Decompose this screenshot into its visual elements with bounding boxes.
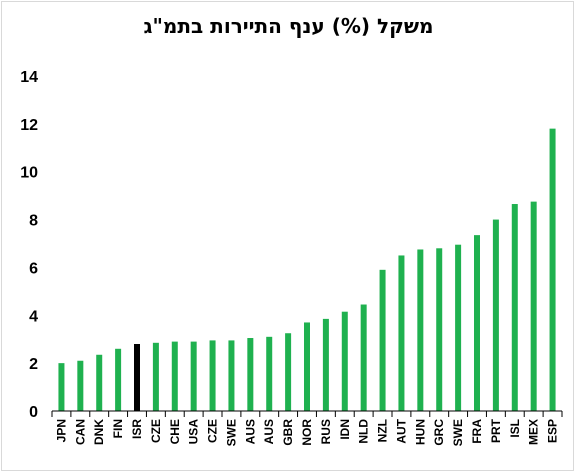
x-tick-label: CZE: [206, 419, 220, 443]
bars: [58, 128, 556, 412]
bar-swe: [455, 244, 462, 411]
bar-cze: [152, 342, 159, 411]
y-tick-label: 14: [20, 69, 38, 86]
bar-che: [171, 341, 178, 411]
x-tick-label: GBR: [281, 419, 295, 446]
x-tick-label: GRC: [432, 419, 446, 446]
y-tick-label: 10: [20, 165, 38, 182]
x-tick-label: ISL: [508, 419, 522, 438]
x-tick-label: FIN: [111, 419, 125, 438]
bar-aut: [398, 255, 405, 411]
x-tick-label: DNK: [92, 419, 106, 445]
x-tick-label: CZE: [149, 419, 163, 443]
bar-can: [77, 360, 84, 411]
x-tick-label: ESP: [546, 419, 560, 443]
bar-idn: [341, 311, 348, 411]
bar-aus: [266, 336, 273, 411]
bar-jpn: [58, 363, 65, 411]
x-tick-label: IDN: [338, 419, 352, 440]
x-tick-label: SWE: [224, 419, 238, 446]
y-tick-label: 4: [29, 308, 38, 325]
bar-grc: [436, 248, 443, 411]
bar-fin: [115, 348, 122, 411]
y-tick-label: 0: [29, 404, 38, 421]
y-tick-label: 2: [29, 356, 38, 373]
x-tick-label: PRT: [489, 418, 503, 443]
y-tick-label: 12: [20, 117, 38, 134]
x-tick-label: SWE: [451, 419, 465, 446]
x-tick-label: AUS: [262, 419, 276, 444]
bar-gbr: [285, 333, 292, 411]
y-tick-label: 6: [29, 260, 38, 277]
bar-esp: [549, 128, 556, 411]
bar-nor: [304, 322, 310, 411]
x-tick-label: NOR: [300, 419, 314, 446]
bar-nzl: [379, 269, 386, 411]
bar-mex: [530, 201, 537, 412]
x-tick-label: CHE: [168, 419, 182, 444]
x-tick-label: CAN: [73, 419, 87, 445]
bar-dnk: [96, 354, 103, 411]
x-tick-label: FRA: [470, 419, 484, 444]
axes: [51, 410, 563, 417]
x-tick-label: RUS: [319, 419, 333, 444]
bar-swe: [228, 340, 235, 411]
bar-prt: [492, 219, 499, 411]
x-tick-label: USA: [187, 419, 201, 445]
bar-rus: [322, 318, 329, 412]
bar-hun: [417, 249, 424, 411]
bar-cze: [209, 340, 216, 411]
chart-title: משקל (%) ענף התיירות בתמ"ג: [143, 14, 434, 38]
x-tick-label: MEX: [527, 419, 541, 445]
bar-aus: [247, 338, 254, 411]
bar-fra: [474, 235, 480, 412]
x-axis-ticks: JPN CAN DNK FIN ISR CZE CHE USA CZE SWE AUS AUS GBR N…: [54, 418, 559, 446]
x-tick-label: AUT: [394, 418, 408, 443]
x-tick-label: AUS: [243, 419, 257, 444]
bar-isr: [134, 344, 140, 411]
x-tick-label: JPN: [54, 419, 68, 442]
bar-isl: [511, 204, 518, 411]
x-tick-label: HUN: [413, 419, 427, 445]
y-axis-ticks: 0 2 4 6 8 10 12 14: [20, 69, 38, 421]
y-tick-label: 8: [29, 213, 38, 230]
x-tick-label: NZL: [376, 419, 390, 442]
bar-usa: [190, 341, 197, 411]
bar-nld: [360, 304, 367, 411]
x-tick-label: ISR: [130, 419, 144, 439]
x-tick-label: NLD: [357, 419, 371, 444]
